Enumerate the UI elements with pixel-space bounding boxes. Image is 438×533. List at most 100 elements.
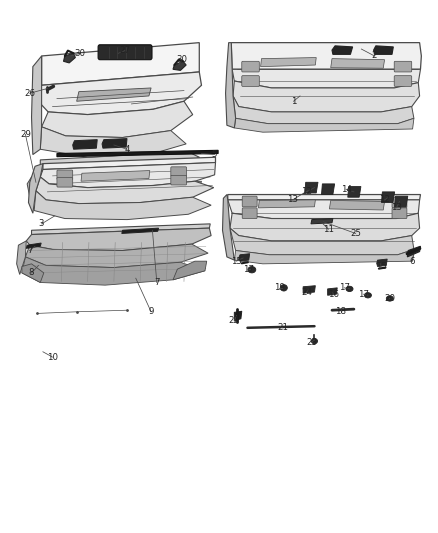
Text: 10: 10 — [47, 353, 58, 361]
FancyBboxPatch shape — [171, 167, 187, 176]
Text: 27: 27 — [119, 46, 131, 55]
Polygon shape — [329, 200, 385, 210]
Polygon shape — [173, 261, 207, 280]
Polygon shape — [34, 187, 57, 201]
Text: 11: 11 — [323, 225, 334, 233]
Polygon shape — [232, 69, 420, 88]
Text: 22: 22 — [229, 317, 240, 325]
Text: 8: 8 — [29, 269, 34, 277]
Polygon shape — [26, 228, 211, 251]
Ellipse shape — [346, 286, 353, 292]
Text: 17: 17 — [358, 290, 369, 298]
Polygon shape — [239, 254, 250, 261]
Text: 30: 30 — [74, 49, 86, 58]
Polygon shape — [407, 246, 420, 257]
Text: 15: 15 — [375, 262, 387, 271]
Polygon shape — [42, 101, 193, 138]
FancyBboxPatch shape — [392, 197, 407, 208]
Text: 24: 24 — [301, 288, 312, 296]
Text: 29: 29 — [20, 130, 31, 139]
Text: 7: 7 — [27, 246, 32, 255]
Text: 16: 16 — [328, 290, 339, 299]
Polygon shape — [231, 43, 421, 69]
Text: 26: 26 — [24, 89, 35, 98]
Polygon shape — [122, 228, 159, 233]
Polygon shape — [36, 177, 214, 204]
FancyBboxPatch shape — [242, 196, 257, 207]
Polygon shape — [233, 81, 420, 112]
Polygon shape — [305, 182, 318, 193]
Text: 17: 17 — [243, 265, 254, 273]
Polygon shape — [64, 53, 75, 63]
Polygon shape — [77, 88, 151, 101]
FancyBboxPatch shape — [242, 208, 257, 219]
FancyBboxPatch shape — [242, 76, 259, 86]
Text: 12: 12 — [379, 196, 390, 204]
Polygon shape — [303, 286, 315, 293]
Text: 1: 1 — [291, 97, 296, 106]
Polygon shape — [40, 163, 215, 188]
Ellipse shape — [311, 338, 318, 344]
Polygon shape — [234, 118, 414, 132]
Polygon shape — [228, 195, 420, 200]
Text: 3: 3 — [39, 220, 44, 228]
Ellipse shape — [386, 296, 393, 301]
Polygon shape — [311, 219, 333, 224]
Polygon shape — [17, 241, 26, 274]
Polygon shape — [32, 157, 201, 188]
Polygon shape — [234, 249, 414, 264]
Polygon shape — [230, 213, 420, 241]
FancyBboxPatch shape — [392, 208, 407, 219]
Polygon shape — [228, 200, 420, 219]
Text: 7: 7 — [154, 278, 159, 287]
Polygon shape — [34, 180, 199, 204]
FancyBboxPatch shape — [171, 175, 187, 185]
Polygon shape — [28, 164, 43, 213]
Polygon shape — [261, 58, 316, 67]
Ellipse shape — [364, 293, 371, 298]
Text: 4: 4 — [124, 145, 130, 154]
FancyBboxPatch shape — [98, 45, 152, 60]
Text: 9: 9 — [148, 308, 154, 316]
Polygon shape — [395, 196, 408, 207]
FancyBboxPatch shape — [242, 61, 259, 72]
Polygon shape — [37, 72, 201, 115]
Polygon shape — [173, 61, 186, 70]
Polygon shape — [25, 244, 208, 268]
Polygon shape — [171, 181, 201, 198]
Text: 25: 25 — [350, 229, 361, 238]
Text: 13: 13 — [391, 204, 402, 212]
Text: 17: 17 — [339, 284, 350, 292]
Text: 23: 23 — [306, 338, 318, 346]
Polygon shape — [223, 195, 234, 260]
Text: 19: 19 — [274, 284, 285, 292]
Polygon shape — [57, 150, 218, 157]
Polygon shape — [331, 59, 385, 68]
Text: 20: 20 — [384, 294, 396, 303]
Polygon shape — [328, 288, 337, 295]
Polygon shape — [26, 243, 41, 248]
Polygon shape — [40, 152, 199, 172]
Ellipse shape — [280, 285, 287, 291]
Text: 13: 13 — [287, 196, 298, 204]
Polygon shape — [73, 140, 97, 149]
Text: 14: 14 — [340, 185, 352, 193]
Text: 21: 21 — [277, 324, 288, 332]
Polygon shape — [81, 171, 150, 181]
Polygon shape — [32, 56, 42, 155]
Polygon shape — [22, 257, 205, 285]
Ellipse shape — [248, 266, 256, 273]
Polygon shape — [22, 264, 44, 282]
Polygon shape — [230, 228, 414, 255]
Text: 15: 15 — [231, 257, 242, 265]
FancyBboxPatch shape — [394, 76, 412, 86]
FancyBboxPatch shape — [57, 170, 73, 180]
Polygon shape — [348, 187, 361, 197]
Polygon shape — [377, 259, 387, 266]
Text: 5: 5 — [212, 150, 217, 159]
Polygon shape — [332, 46, 353, 54]
Polygon shape — [374, 46, 393, 54]
Polygon shape — [233, 96, 414, 124]
Polygon shape — [381, 192, 395, 203]
Text: 6: 6 — [409, 257, 414, 265]
